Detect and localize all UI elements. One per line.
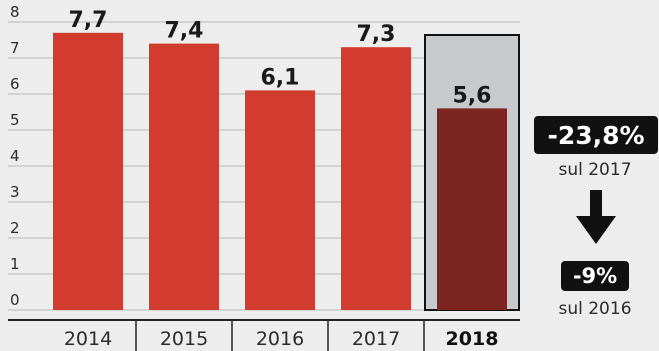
x-tick-label-2014: 2014 — [64, 328, 112, 350]
arrow-down-icon — [576, 190, 616, 244]
y-tick-label: 1 — [10, 255, 20, 273]
data-labels: 7,7 7,4 6,1 7,3 5,6 — [69, 8, 492, 109]
y-tick-label: 7 — [10, 39, 20, 57]
data-label-2017: 7,3 — [357, 22, 396, 47]
change-vs-2016-badge: -9% — [561, 261, 629, 291]
data-label-2018: 5,6 — [453, 83, 492, 108]
x-tick-label-2016: 2016 — [256, 328, 304, 350]
x-tick-label-2015: 2015 — [160, 328, 208, 350]
change-vs-2017-label: sul 2017 — [558, 160, 632, 180]
bar-2015 — [149, 43, 219, 310]
bars — [53, 32, 507, 311]
bar-2017 — [341, 47, 411, 310]
y-tick-label: 2 — [10, 219, 20, 237]
change-vs-2017-badge: -23,8% — [534, 116, 658, 154]
data-label-2014: 7,7 — [69, 8, 108, 33]
change-vs-2016-label: sul 2016 — [558, 299, 632, 319]
y-tick-label: 5 — [10, 111, 20, 129]
bar-2014 — [53, 32, 123, 311]
y-tick-label: 0 — [10, 291, 20, 309]
bar-2018 — [437, 108, 507, 311]
y-tick-label: 3 — [10, 183, 20, 201]
bar-2016 — [245, 90, 315, 311]
x-axis: 2014 2015 2016 2017 2018 — [8, 319, 520, 351]
y-tick-label: 8 — [10, 3, 20, 21]
x-tick-label-2017: 2017 — [352, 328, 400, 350]
data-label-2016: 6,1 — [261, 65, 300, 90]
data-label-2015: 7,4 — [165, 19, 204, 44]
y-axis-ticks: 0 1 2 3 4 5 6 7 8 — [10, 3, 20, 309]
y-tick-label: 6 — [10, 75, 20, 93]
y-tick-label: 4 — [10, 147, 20, 165]
x-tick-label-2018: 2018 — [446, 328, 499, 350]
